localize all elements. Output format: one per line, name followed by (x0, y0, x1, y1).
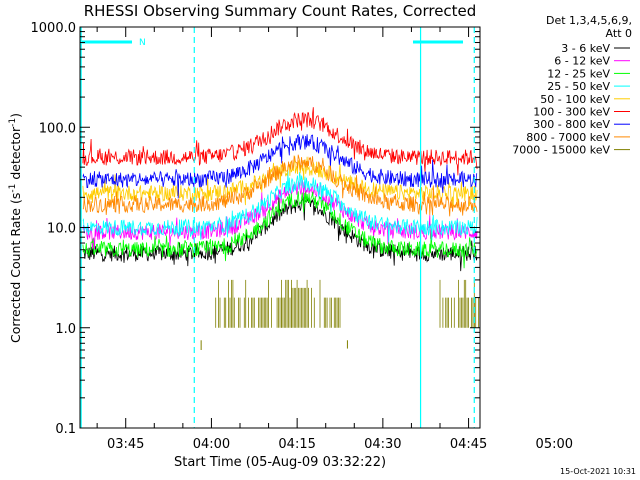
series-line-300-800-kev (82, 133, 478, 199)
legend-entry-label: 12 - 25 keV (547, 67, 610, 80)
legend-entry-label: 800 - 7000 keV (526, 131, 610, 144)
legend-entry-label: 3 - 6 keV (561, 42, 610, 55)
legend-entry-label: 25 - 50 keV (547, 80, 610, 93)
series-line-12-25-kev (82, 191, 478, 269)
x-tick-label: 04:45 (450, 437, 487, 452)
y-tick-label: 100.0 (39, 121, 76, 136)
y-tick-label: 1000.0 (31, 21, 77, 36)
generated-timestamp: 15-Oct-2021 10:31 (560, 467, 636, 476)
legend-header-line1: Det 1,3,4,5,6,9, (546, 14, 632, 27)
series-line-100-300-kev (82, 107, 478, 176)
chart-title: RHESSI Observing Summary Count Rates, Co… (84, 2, 477, 20)
y-axis-label: Corrected Count Rate (s-1 detector-1) (8, 113, 23, 343)
x-tick-label: 05:00 (536, 437, 573, 452)
y-tick-label: 1.0 (55, 322, 76, 337)
legend-entry-label: 300 - 800 keV (533, 118, 610, 131)
x-tick-label: 03:45 (107, 437, 144, 452)
series-line-25-50-kev (82, 170, 478, 243)
x-axis-label: Start Time (05-Aug-09 03:32:22) (174, 455, 386, 470)
x-tick-label: 04:00 (193, 437, 230, 452)
night-marker-label: N (139, 38, 146, 48)
legend-entry-label: 6 - 12 keV (554, 55, 610, 68)
y-axis: 1000.0 100.0 10.0 1.0 0.1 (31, 21, 480, 437)
legend-entry-label: 50 - 100 keV (540, 93, 610, 106)
series-line-6-12-kev (82, 179, 478, 250)
series-line-800-7000-kev (82, 154, 478, 217)
series-line-50-100-kev (82, 155, 478, 209)
x-tick-label: 04:15 (278, 437, 315, 452)
y-tick-label: 10.0 (47, 222, 76, 237)
x-tick-label: 04:30 (364, 437, 401, 452)
legend-entry-label: 100 - 300 keV (533, 106, 610, 119)
legend-entry-label: 7000 - 15000 keV (512, 144, 610, 157)
x-axis: 03:45 04:00 04:15 04:30 04:45 05:00 (96, 27, 573, 452)
y-tick-label: 0.1 (55, 422, 76, 437)
legend-header-line2: Att 0 (606, 27, 632, 40)
